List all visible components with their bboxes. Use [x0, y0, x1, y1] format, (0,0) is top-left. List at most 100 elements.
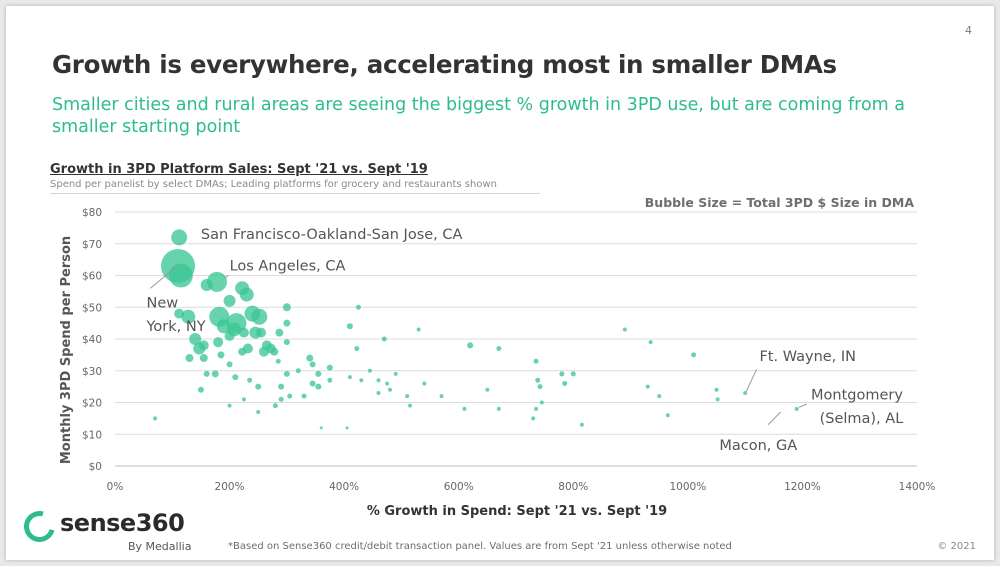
point-annotation: York, NY — [146, 319, 206, 335]
data-point — [657, 394, 662, 399]
data-point — [223, 294, 236, 307]
data-point — [559, 371, 565, 377]
leader-line — [767, 411, 782, 426]
data-point — [309, 380, 316, 387]
annotations: San Francisco-Oakland-San Jose, CA Los An… — [146, 227, 904, 454]
data-point — [355, 304, 361, 310]
data-point — [462, 406, 467, 411]
data-point — [153, 416, 158, 421]
y-tick-label: $80 — [82, 207, 102, 219]
data-point — [217, 351, 225, 359]
data-point — [181, 309, 196, 324]
x-tick-label: 1200% — [784, 481, 821, 493]
y-tick-label: $0 — [89, 461, 102, 473]
data-point — [306, 354, 314, 362]
data-point — [385, 381, 390, 386]
data-point — [467, 342, 474, 349]
data-point — [715, 397, 720, 402]
data-point — [255, 383, 262, 390]
data-point — [327, 377, 333, 383]
data-point — [354, 346, 360, 352]
data-point — [251, 308, 268, 325]
data-point — [256, 327, 267, 338]
y-tick-label: $50 — [82, 302, 102, 314]
data-point — [283, 370, 290, 377]
x-tick-label: 0% — [107, 481, 124, 493]
data-point — [185, 354, 194, 363]
data-point — [319, 426, 323, 430]
data-point — [794, 406, 799, 411]
data-point — [278, 396, 284, 402]
data-point — [275, 328, 284, 337]
x-tick-label: 600% — [444, 481, 474, 493]
data-point — [645, 384, 650, 389]
data-point — [168, 263, 193, 288]
data-point — [309, 361, 316, 368]
leader-line — [223, 275, 229, 280]
data-point — [537, 384, 543, 390]
logo-tagline: By Medallia — [128, 540, 192, 553]
data-point — [203, 370, 210, 377]
point-annotation: Los Angeles, CA — [230, 259, 346, 275]
data-point — [743, 390, 748, 395]
data-point — [562, 380, 568, 386]
data-point — [665, 413, 670, 418]
y-tick-label: $60 — [82, 271, 102, 283]
data-point — [579, 422, 584, 427]
y-tick-label: $20 — [82, 398, 102, 410]
data-point — [216, 319, 231, 334]
data-point — [256, 410, 261, 415]
x-tick-label: 1400% — [899, 481, 936, 493]
data-point — [227, 403, 232, 408]
data-point — [346, 323, 353, 330]
data-point — [238, 347, 247, 356]
data-point — [241, 397, 246, 402]
data-point — [345, 426, 349, 430]
data-point — [422, 381, 427, 386]
data-point — [408, 403, 413, 408]
data-point — [376, 390, 381, 395]
copyright: © 2021 — [937, 541, 976, 552]
data-point — [239, 287, 254, 302]
leader-line — [745, 368, 758, 392]
data-point — [198, 340, 209, 351]
data-point — [189, 333, 202, 345]
data-point — [213, 337, 224, 348]
data-point — [247, 377, 253, 383]
page-subtitle: Smaller cities and rural areas are seein… — [52, 95, 906, 137]
data-point — [648, 340, 653, 345]
x-tick-label: 800% — [558, 481, 588, 493]
bubbles — [153, 229, 799, 430]
page-number: 4 — [965, 24, 972, 37]
data-point — [533, 358, 539, 364]
data-point — [278, 383, 285, 390]
point-annotation: San Francisco-Oakland-San Jose, CA — [201, 227, 463, 243]
x-tick-label: 200% — [215, 481, 245, 493]
data-point — [485, 387, 490, 392]
data-point — [359, 378, 364, 383]
leader-lines — [150, 265, 808, 426]
data-point — [200, 279, 213, 292]
data-point — [197, 386, 204, 393]
data-point — [282, 303, 291, 312]
chart-title: Growth in 3PD Platform Sales: Sept '21 v… — [50, 162, 428, 177]
point-annotation: Macon, GA — [719, 438, 797, 454]
data-point — [376, 378, 381, 383]
data-point — [224, 330, 235, 341]
point-annotation: Ft. Wayne, IN — [759, 349, 856, 365]
data-point — [496, 346, 502, 352]
data-point — [367, 368, 372, 373]
page-title: Growth is everywhere, accelerating most … — [52, 50, 837, 79]
data-point — [539, 400, 544, 405]
point-annotation: Montgomery — [811, 387, 903, 403]
y-tick-label: $70 — [82, 239, 102, 251]
y-tick-label: $40 — [82, 334, 102, 346]
data-point — [295, 368, 301, 374]
data-point — [691, 352, 697, 358]
x-tick-label: 1000% — [670, 481, 707, 493]
data-point — [283, 319, 291, 327]
data-point — [238, 327, 249, 338]
data-point — [326, 364, 333, 371]
data-point — [315, 370, 322, 377]
